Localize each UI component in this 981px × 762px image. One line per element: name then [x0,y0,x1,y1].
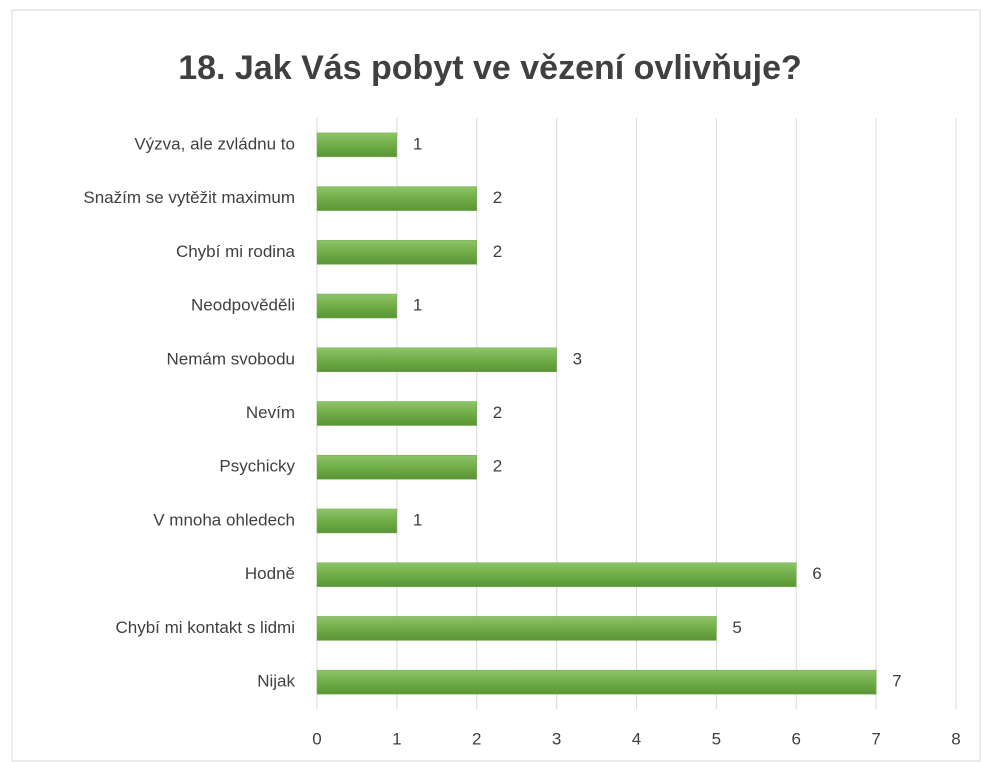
data-label: 2 [493,403,502,422]
category-label: Psychicky [219,457,295,476]
data-label: 1 [413,134,422,153]
x-tick-label: 8 [951,729,960,748]
bar [316,347,557,373]
x-tick-label: 7 [871,729,880,748]
x-tick-label: 1 [392,729,401,748]
data-label: 1 [413,296,422,315]
x-tick-label: 2 [472,729,481,748]
bar [316,293,398,319]
category-label: Výzva, ale zvládnu to [134,134,295,153]
category-label: Snažím se vytěžit maximum [83,188,295,207]
x-tick-label: 6 [792,729,801,748]
bar [316,669,877,695]
category-label: Nijak [257,672,295,691]
data-label: 1 [413,510,422,529]
bar [316,401,477,426]
bar [316,240,477,265]
category-label: V mnoha ohledech [153,510,295,529]
category-label: Neodpověděli [191,296,295,315]
category-label: Hodně [245,564,295,583]
data-label: 2 [493,242,502,261]
data-label: 5 [732,618,741,637]
category-label: Nemám svobodu [166,349,295,368]
chart-title: 18. Jak Vás pobyt ve vězení ovlivňuje? [178,49,802,87]
data-label: 2 [493,188,502,207]
x-tick-label: 0 [312,729,321,748]
data-label: 7 [892,672,901,691]
category-label: Nevím [246,403,295,422]
data-label: 3 [573,349,582,368]
x-tick-label: 4 [632,729,641,748]
data-label: 6 [812,564,821,583]
x-tick-label: 5 [712,729,721,748]
bar [316,186,477,211]
data-label: 2 [493,457,502,476]
x-tick-label: 3 [552,729,561,748]
bar [316,562,797,587]
chart-border [11,9,981,762]
bar [316,132,398,158]
bar [316,454,477,480]
category-label: Chybí mi rodina [176,242,296,261]
bar [316,508,398,534]
category-label: Chybí mi kontakt s lidmi [116,618,296,637]
bar [316,616,717,641]
